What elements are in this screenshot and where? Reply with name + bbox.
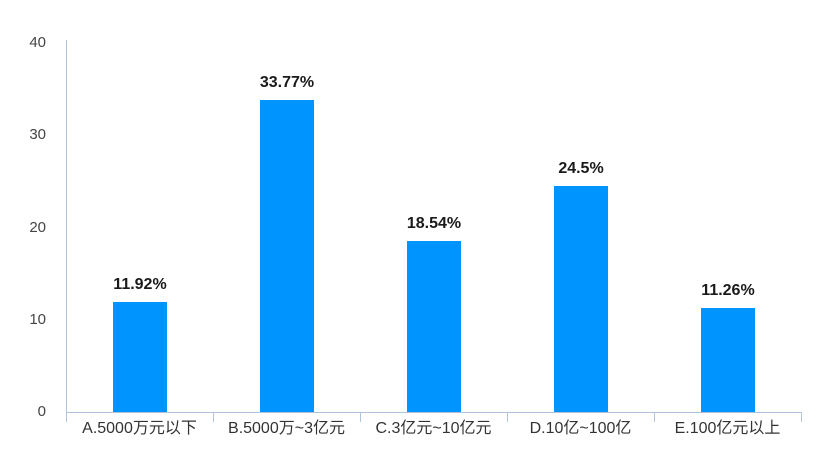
x-axis-tick-mark xyxy=(213,412,214,422)
x-axis-category-label: A.5000万元以下 xyxy=(82,420,197,437)
y-tick-label: 40 xyxy=(29,34,46,51)
x-axis-category-label: B.5000万~3亿元 xyxy=(228,420,345,437)
bar xyxy=(407,241,461,412)
bar-value-label: 11.26% xyxy=(701,282,755,299)
x-axis-tick-mark xyxy=(360,412,361,422)
bar xyxy=(701,308,755,412)
y-tick-label: 30 xyxy=(29,126,46,144)
x-axis-category-label: E.100亿元以上 xyxy=(674,420,781,437)
bar-value-label: 11.92% xyxy=(113,276,167,293)
bar xyxy=(554,186,608,412)
bar xyxy=(260,100,314,412)
bar xyxy=(113,302,167,412)
x-axis-tick-mark xyxy=(801,412,802,422)
bar-value-label: 33.77% xyxy=(259,74,315,91)
y-axis-line xyxy=(66,40,67,422)
bar-value-label: 18.54% xyxy=(406,215,462,232)
x-axis-category-label: C.3亿元~10亿元 xyxy=(375,420,492,437)
bar-value-label: 24.5% xyxy=(558,160,604,177)
x-axis-category-label: D.10亿~100亿 xyxy=(529,420,632,437)
y-tick-label: 20 xyxy=(29,218,46,236)
y-tick-label: 0 xyxy=(37,403,46,420)
x-axis-tick-mark xyxy=(66,412,67,422)
x-axis-tick-mark xyxy=(654,412,655,422)
x-axis-tick-mark xyxy=(507,412,508,422)
x-axis-line xyxy=(66,412,802,413)
y-tick-label: 10 xyxy=(29,310,46,328)
